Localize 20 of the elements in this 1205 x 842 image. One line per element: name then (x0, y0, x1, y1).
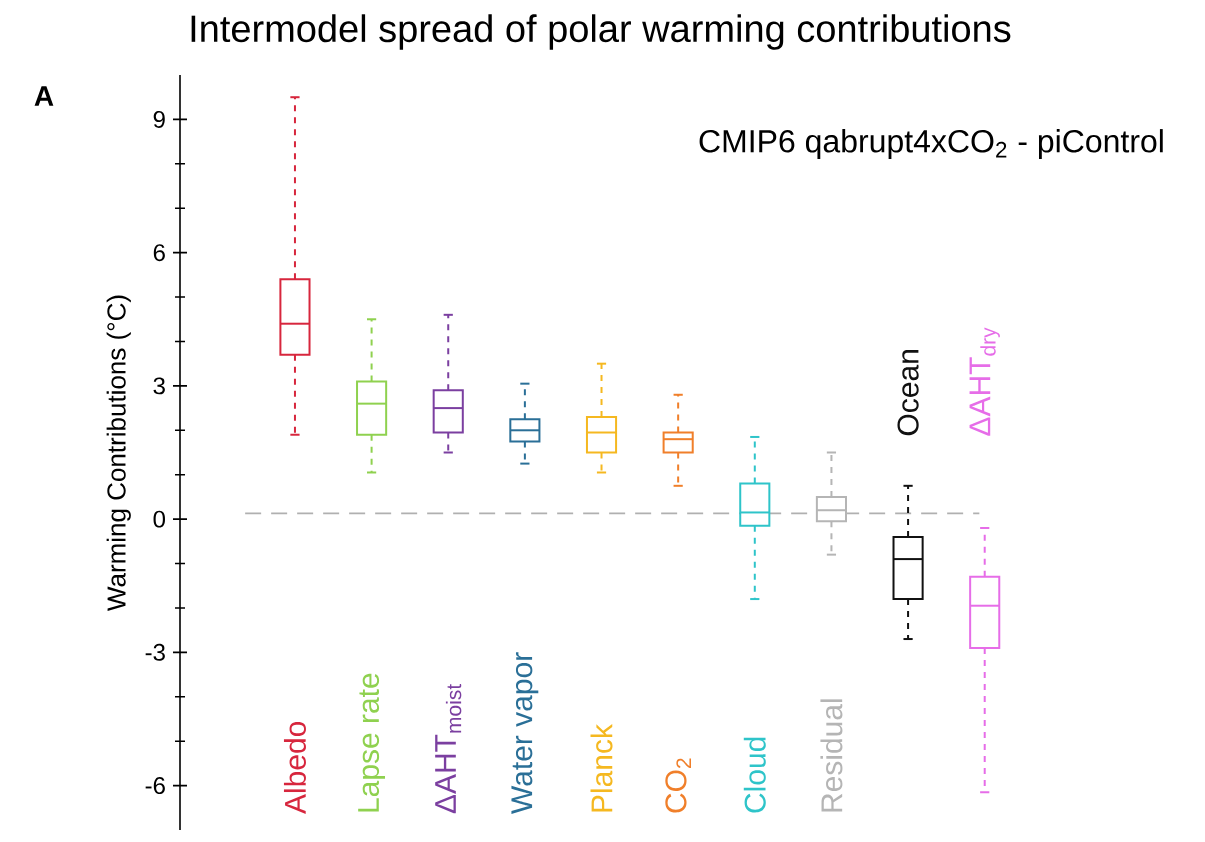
y-tick-label: -3 (145, 643, 165, 661)
x-tick-label: Residual (820, 699, 843, 812)
text: CMIP6 qabrupt4xCO$_{2}$ - piControl (699, 129, 1163, 159)
x-tick-label: Albedo (283, 721, 306, 814)
y-axis-title: Warming Contributions (°C) (106, 295, 131, 611)
x-tick-label: Cloud (743, 737, 766, 813)
x-tick-label: ΔAHT$_{moist}$ (435, 684, 462, 814)
y-tick-label: 3 (153, 377, 165, 395)
x-tick-label: Ocean (897, 350, 919, 436)
y-tick-label: 0 (153, 510, 166, 528)
x-tick-label: Planck (590, 724, 613, 812)
x-tick-label: CO$_{2}$ (665, 758, 691, 813)
x-tick-label: ΔAHT$_{dry}$ (969, 327, 1000, 436)
y-tick-label: -6 (145, 777, 165, 795)
y-tick-label: 9 (153, 110, 165, 128)
text: A (34, 86, 54, 106)
x-tick-label: Lapse rate (358, 673, 386, 812)
y-tick-label: 6 (153, 244, 165, 262)
x-tick-label: Water vapor (511, 652, 539, 814)
chart-title: Intermodel spread of polar warming contributions (191, 14, 1011, 50)
